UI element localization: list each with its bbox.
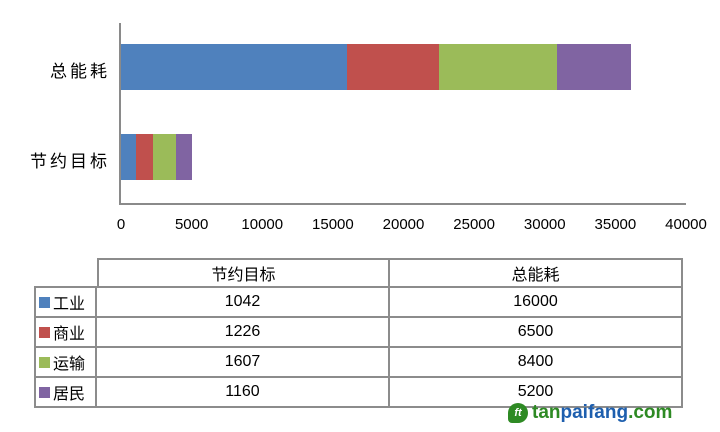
x-axis-tick-label: 10000 xyxy=(241,216,284,233)
table-row-industry: 工业 1042 16000 xyxy=(36,288,681,318)
legend-swatch-commerce xyxy=(39,326,50,338)
logo-text-part: paifang xyxy=(560,402,629,423)
x-axis-tick-label: 5000 xyxy=(174,216,209,233)
table-value-cell: 1042 xyxy=(97,288,390,316)
legend-swatch-industry xyxy=(39,296,50,308)
data-table-body: 工业 1042 16000 商业 1226 6500 运输 1607 8400 居民 1160 520… xyxy=(34,286,683,408)
x-axis-tick-label: 15000 xyxy=(312,216,354,233)
table-value-cell: 6500 xyxy=(517,323,554,340)
legend-swatch-transport xyxy=(39,356,50,368)
data-table-header-row: 节约目标 总能耗 xyxy=(97,258,683,288)
table-value-cell: 5200 xyxy=(517,383,554,400)
logo-text-part: tan xyxy=(532,402,561,423)
table-value-cell: 1160 xyxy=(97,378,390,406)
bar-segment-commerce xyxy=(135,134,154,180)
series-label-residents: 居民 xyxy=(53,386,86,403)
x-axis-tick-label: 25000 xyxy=(453,216,495,233)
stacked-bar-total-energy xyxy=(121,44,686,90)
tanpaifang-leaf-icon: ft xyxy=(508,403,528,423)
table-header-cell-total-energy: 总能耗 xyxy=(511,267,560,284)
logo-text-part: .com xyxy=(628,402,673,423)
legend-swatch-residents xyxy=(39,386,50,398)
legend-cell-industry: 工业 xyxy=(36,288,97,316)
y-axis-line xyxy=(119,23,121,205)
legend-cell-transport: 运输 xyxy=(36,348,97,376)
x-axis-tick-label: 40000 xyxy=(665,216,707,233)
series-label-transport: 运输 xyxy=(53,356,86,373)
bar-segment-residents xyxy=(557,44,631,90)
table-row-transport: 运输 1607 8400 xyxy=(36,348,681,378)
table-row-commerce: 商业 1226 6500 xyxy=(36,318,681,348)
plot-area xyxy=(121,23,686,203)
bar-segment-industry xyxy=(121,134,136,180)
table-value-cell: 1226 xyxy=(97,318,390,346)
x-axis-line xyxy=(119,203,686,205)
tanpaifang-watermark: ft tanpaifang.com xyxy=(508,402,672,424)
tanpaifang-logo-text: tanpaifang.com xyxy=(532,402,672,424)
bar-segment-industry xyxy=(121,44,347,90)
table-value-cell: 1607 xyxy=(97,348,390,376)
table-value-cell: 8400 xyxy=(517,353,554,370)
category-label-total-energy: 总能耗 xyxy=(50,62,110,81)
bar-segment-residents xyxy=(175,134,193,180)
table-row-residents: 居民 1160 5200 xyxy=(36,378,681,406)
legend-cell-residents: 居民 xyxy=(36,378,97,406)
series-label-industry: 工业 xyxy=(53,296,86,313)
x-axis-tick-label: 35000 xyxy=(594,216,637,233)
x-axis-tick-label: 0 xyxy=(116,216,126,233)
legend-cell-commerce: 商业 xyxy=(36,318,97,346)
bar-segment-commerce xyxy=(347,44,439,90)
x-axis-tick-label: 20000 xyxy=(382,216,425,233)
series-label-commerce: 商业 xyxy=(53,326,86,343)
bar-segment-transport xyxy=(438,44,558,90)
table-value-cell: 16000 xyxy=(513,293,558,310)
bar-segment-transport xyxy=(153,134,176,180)
table-header-cell-saving-target: 节约目标 xyxy=(99,260,390,286)
category-label-saving-target: 节约目标 xyxy=(30,152,110,171)
stacked-bar-saving-target xyxy=(121,134,686,180)
x-axis-tick-label: 30000 xyxy=(523,216,566,233)
